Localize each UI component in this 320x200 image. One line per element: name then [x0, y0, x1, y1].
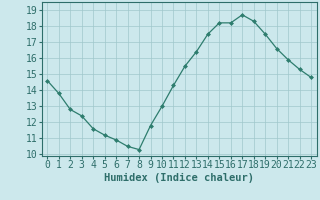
X-axis label: Humidex (Indice chaleur): Humidex (Indice chaleur): [104, 173, 254, 183]
